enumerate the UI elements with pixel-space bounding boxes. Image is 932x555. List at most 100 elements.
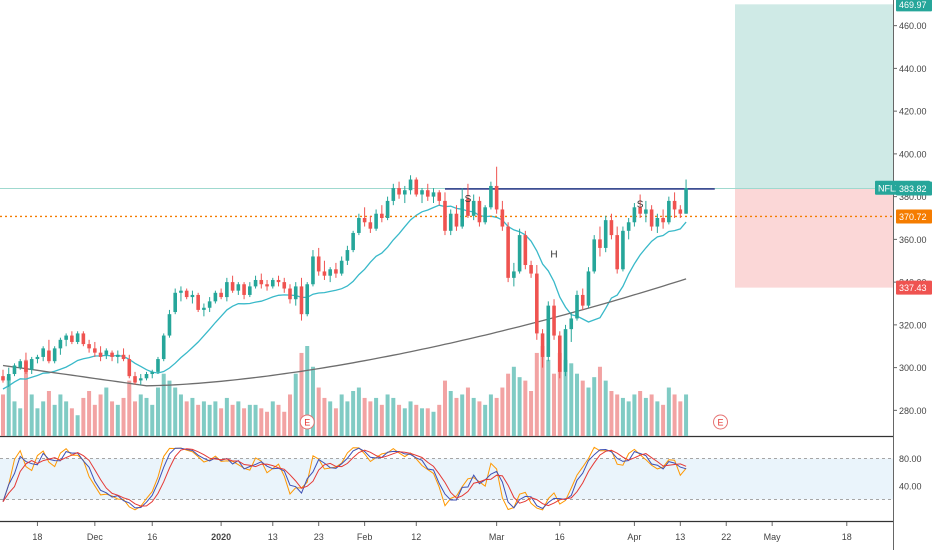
candle-body — [345, 250, 350, 261]
candle-body — [575, 294, 579, 319]
candle-body — [684, 188, 688, 214]
volume-bar — [523, 380, 528, 436]
volume-bar — [391, 397, 396, 436]
volume-bar — [46, 391, 51, 436]
candle-body — [431, 192, 436, 197]
volume-bar — [385, 394, 390, 436]
candle-body — [357, 218, 361, 233]
volume-bar — [230, 404, 235, 436]
candle-body — [598, 239, 602, 248]
time-tick-label: May — [764, 532, 782, 542]
price-badge — [896, 181, 932, 196]
volume-bar — [603, 380, 608, 436]
volume-bar — [98, 394, 103, 436]
volume-bar — [265, 411, 270, 436]
candle-body — [391, 188, 396, 201]
candle-body — [603, 220, 608, 248]
price-tick-label: 360.00 — [899, 235, 927, 245]
price-badge-label: 469.97 — [899, 0, 927, 10]
target-zone — [735, 4, 893, 189]
time-tick-label: 22 — [721, 532, 731, 542]
candle-body — [138, 378, 143, 381]
price-badge-label: 370.72 — [899, 212, 927, 222]
volume-bar — [92, 404, 97, 436]
volume-bar — [35, 408, 40, 436]
time-tick-label: 23 — [314, 532, 324, 542]
ma200-line — [2, 278, 687, 387]
candle-body — [70, 335, 74, 342]
oscillator-tick-label: 40.00 — [899, 481, 922, 491]
volume-bar — [506, 373, 511, 436]
volume-bar — [471, 397, 476, 436]
time-tick-label: 16 — [147, 532, 157, 542]
candle-body — [609, 220, 614, 236]
price-badge — [896, 0, 932, 12]
candle-body — [385, 200, 390, 218]
earnings-label: E — [717, 418, 723, 428]
volume-bar — [368, 401, 373, 436]
volume-bar — [213, 401, 218, 436]
volume-bar — [442, 380, 447, 436]
candle-body — [339, 260, 344, 274]
volume-bar — [247, 404, 252, 436]
price-tick-label: 460.00 — [899, 21, 927, 31]
time-tick-label: 12 — [411, 532, 421, 542]
volume-bar — [305, 346, 310, 436]
volume-bar — [638, 391, 643, 436]
candle-body — [24, 361, 28, 372]
volume-bar — [242, 408, 247, 436]
volume-bar — [488, 394, 493, 436]
volume-bar — [52, 404, 57, 436]
volume-bar — [632, 394, 637, 436]
volume-bar — [684, 394, 689, 436]
earnings-marker — [299, 414, 315, 430]
candle-body — [517, 235, 522, 272]
candle-body — [81, 333, 86, 345]
candle-body — [408, 179, 413, 191]
candle-body — [196, 294, 200, 310]
candle-body — [661, 218, 665, 223]
volume-bar — [64, 401, 69, 436]
candle-body — [207, 301, 212, 308]
candle-body — [477, 200, 482, 223]
volume-bar — [316, 387, 321, 436]
volume-bar — [288, 394, 292, 436]
candle-body — [236, 284, 241, 291]
pattern-label: H — [550, 250, 557, 261]
volume-bar — [236, 401, 241, 436]
candle-body — [35, 356, 40, 360]
candle-body — [644, 209, 648, 214]
volume-bar — [224, 397, 229, 436]
time-tick-label: Dec — [87, 532, 104, 542]
volume-bar — [259, 408, 264, 436]
earnings-label: E — [304, 418, 310, 428]
volume-bar — [425, 408, 430, 436]
volume-bar — [615, 394, 620, 436]
candle-body — [535, 273, 539, 334]
candle-body — [649, 209, 654, 227]
volume-bar — [293, 373, 298, 436]
pattern-label: S — [465, 194, 472, 205]
candle-body — [259, 279, 264, 285]
volume-bar — [511, 366, 516, 436]
candle-body — [621, 230, 625, 270]
candle-body — [288, 288, 292, 300]
candle-body — [580, 294, 585, 306]
volume-bar — [328, 401, 333, 436]
volume-bar — [178, 394, 183, 436]
time-tick-label: 18 — [32, 532, 42, 542]
time-tick-label: 13 — [675, 532, 685, 542]
candle-body — [494, 185, 499, 210]
volume-bar — [661, 404, 666, 436]
volume-bar — [121, 397, 126, 436]
volume-bar — [41, 401, 46, 436]
candle-body — [248, 286, 252, 295]
volume-bar — [557, 352, 562, 436]
volume-bar — [448, 391, 453, 436]
volume-bar — [609, 391, 614, 436]
volume-bar — [379, 404, 384, 436]
candle-body — [362, 218, 367, 223]
time-tick-label: 18 — [842, 532, 852, 542]
